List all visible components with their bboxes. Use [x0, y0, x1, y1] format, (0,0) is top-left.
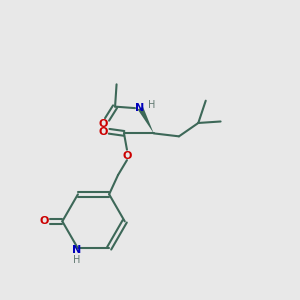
Text: O: O: [122, 151, 132, 161]
Polygon shape: [138, 107, 154, 134]
Text: H: H: [148, 100, 155, 110]
Text: N: N: [135, 103, 144, 112]
Text: N: N: [72, 245, 81, 255]
Text: O: O: [98, 119, 108, 130]
Text: H: H: [73, 255, 80, 265]
Text: O: O: [40, 216, 49, 226]
Text: O: O: [98, 127, 108, 137]
